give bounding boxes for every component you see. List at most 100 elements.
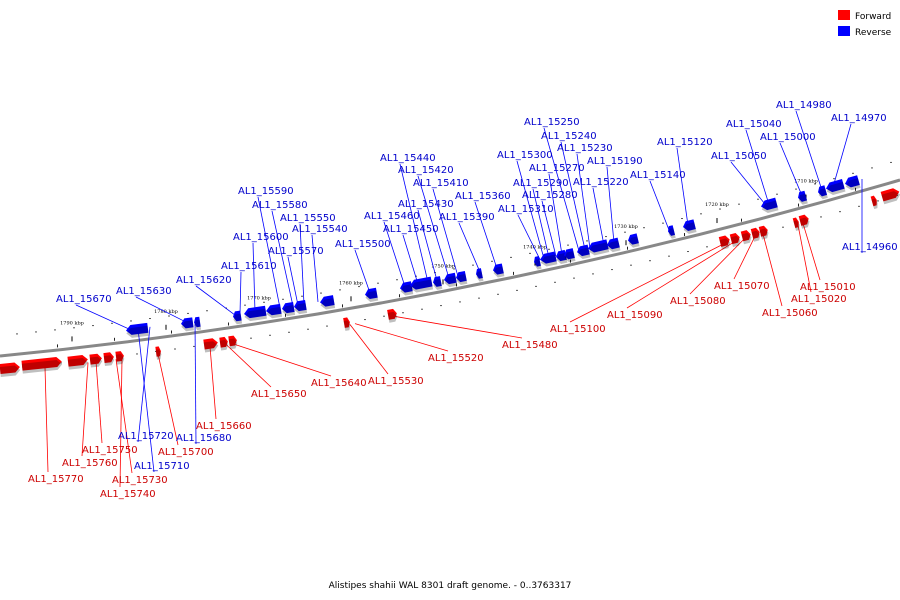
reverse-gene-label: AL1_14970 [831, 113, 887, 124]
reverse-gene-label: AL1_15420 [398, 165, 454, 176]
reverse-gene-arrow [798, 190, 808, 205]
label-leader-line [432, 188, 459, 277]
legend-forward-label: Forward [855, 12, 891, 22]
label-leader-line [402, 234, 419, 285]
reverse-gene-label: AL1_15300 [497, 150, 553, 161]
reverse-gene-label: AL1_15550 [280, 213, 336, 224]
reverse-gene-arrow [577, 244, 591, 259]
reverse-gene-label: AL1_15460 [364, 211, 420, 222]
reverse-gene-arrow [266, 303, 283, 319]
forward-gene-arrow [798, 214, 810, 229]
label-leader-line [832, 123, 852, 188]
forward-gene-label: AL1_15100 [550, 324, 606, 335]
reverse-gene-label: AL1_15620 [176, 275, 232, 286]
label-leader-line [119, 358, 123, 488]
forward-gene-label: AL1_15480 [502, 340, 558, 351]
reverse-gene-label: AL1_15120 [657, 137, 713, 148]
label-leader-line [354, 323, 449, 352]
forward-gene-label: AL1_15060 [762, 308, 818, 319]
kbp-tick-label: 1730 kbp [614, 224, 638, 230]
reverse-gene-arrow [668, 225, 676, 239]
reverse-gene-label: AL1_15390 [439, 212, 495, 223]
forward-gene-arrow [870, 195, 878, 210]
label-leader-line [730, 161, 767, 206]
reverse-gene-arrow [826, 178, 846, 195]
reverse-gene-arrow [476, 268, 484, 282]
legend-forward-swatch [838, 10, 850, 20]
legend-reverse-swatch [838, 26, 850, 36]
forward-gene-label: AL1_15070 [714, 281, 770, 292]
legend: Forward Reverse [838, 10, 892, 38]
label-leader-line [209, 346, 217, 420]
reverse-gene-label: AL1_15050 [711, 151, 767, 162]
kbp-tick-label: 1750 kbp [431, 263, 455, 269]
genome-caption: Alistipes shahii WAL 8301 draft genome. … [329, 581, 572, 591]
forward-gene-arrow [67, 355, 89, 370]
label-leader-line [745, 129, 770, 205]
label-leader-line [532, 188, 550, 258]
reverse-gene-label: AL1_15410 [413, 178, 469, 189]
reverse-gene-label: AL1_15580 [252, 200, 308, 211]
label-leader-line [157, 353, 179, 446]
forward-gene-arrow [740, 230, 752, 245]
forward-gene-label: AL1_15020 [791, 294, 847, 305]
label-leader-line [349, 324, 389, 375]
label-leader-line [137, 328, 155, 473]
forward-gene-arrow [89, 353, 103, 368]
forward-gene-label: AL1_15010 [800, 282, 856, 293]
label-leader-line [135, 296, 187, 323]
reverse-gene-label: AL1_15190 [587, 156, 643, 167]
label-leader-line [417, 209, 438, 281]
reverse-gene-label: AL1_15680 [176, 433, 232, 444]
reverse-gene-label: AL1_15220 [573, 177, 629, 188]
reverse-gene-label: AL1_15450 [383, 224, 439, 235]
reverse-gene-label: AL1_15280 [522, 190, 578, 201]
label-leader-line [569, 244, 723, 323]
label-leader-line [44, 367, 49, 473]
kbp-tick-label: 1790 kbp [60, 320, 84, 326]
label-leader-line [797, 224, 812, 293]
label-leader-line [576, 153, 591, 249]
reverse-gene-arrow [400, 281, 414, 296]
gene-arrows [0, 175, 900, 377]
kbp-tick [716, 218, 718, 224]
label-leader-line [287, 256, 299, 306]
reverse-gene-label: AL1_15270 [529, 163, 585, 174]
forward-gene-arrow [155, 346, 162, 360]
reverse-gene-arrow [294, 300, 308, 315]
reverse-gene-arrow [534, 256, 542, 270]
reverse-gene-label: AL1_15590 [238, 186, 294, 197]
label-leader-line [271, 210, 294, 307]
forward-gene-label: AL1_15750 [82, 445, 138, 456]
label-leader-line [474, 201, 498, 269]
kbp-tick-label: 1770 kbp [247, 295, 271, 301]
reverse-gene-arrow [433, 276, 443, 290]
forward-gene-label: AL1_15640 [311, 378, 367, 389]
label-leader-line [560, 141, 586, 250]
reverse-gene-label: AL1_15000 [760, 132, 816, 143]
reverse-gene-arrow [181, 317, 194, 332]
forward-gene-arrow [21, 357, 63, 374]
reverse-gene-arrow [444, 272, 458, 288]
label-leader-line [516, 160, 545, 259]
forward-gene-arrow [718, 235, 731, 250]
reverse-gene-label: AL1_15240 [541, 131, 597, 142]
reverse-gene-label: AL1_15040 [726, 119, 782, 130]
kbp-tick-label: 1720 kbp [705, 202, 729, 208]
reverse-gene-label: AL1_14960 [842, 242, 898, 253]
reverse-gene-label: AL1_15140 [630, 170, 686, 181]
reverse-gene-label: AL1_15290 [513, 178, 569, 189]
forward-gene-arrow [792, 217, 800, 231]
reverse-gene-arrow [845, 175, 861, 191]
forward-gene-arrow [219, 336, 229, 351]
forward-gene-arrow [343, 317, 351, 331]
reverse-gene-label: AL1_15430 [398, 199, 454, 210]
label-leader-line [231, 343, 332, 377]
kbp-tick [350, 296, 352, 302]
forward-gene-arrow [115, 351, 125, 365]
label-leader-line [81, 362, 89, 457]
forward-gene-arrow [203, 338, 219, 353]
forward-gene-label: AL1_15740 [100, 489, 156, 500]
reverse-gene-label: AL1_15570 [268, 246, 324, 257]
label-leader-line [257, 196, 281, 309]
